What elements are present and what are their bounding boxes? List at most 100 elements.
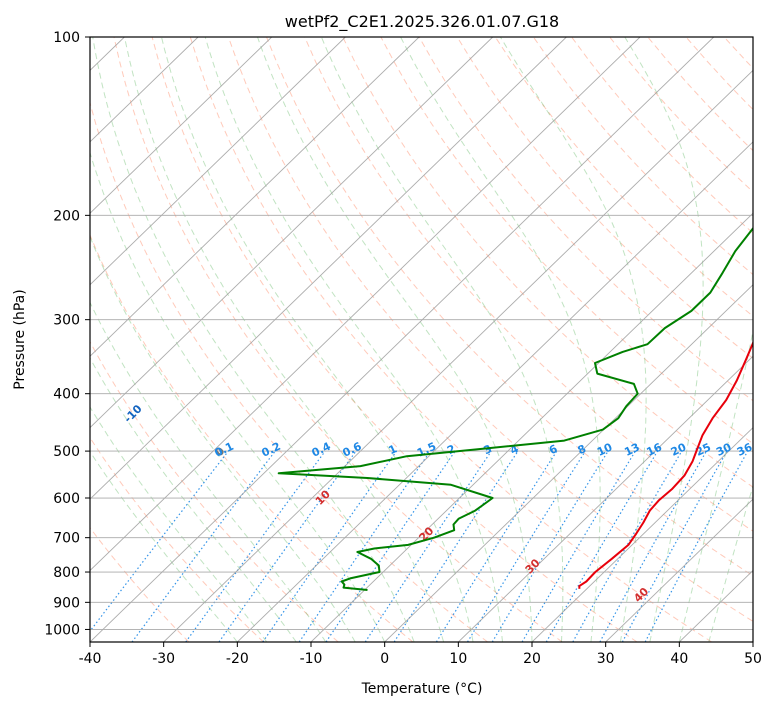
x-tick-label: -30 (152, 651, 175, 667)
dewpoint-line (277, 226, 753, 591)
moist-adiabat-line (708, 484, 753, 642)
mixing-ratio-line (298, 450, 431, 642)
moist-adiabat-line (204, 37, 503, 642)
chart-title: wetPf2_C2E1.2025.326.01.07.G18 (285, 12, 559, 32)
moist-adiabat-line (124, 37, 445, 642)
dry-adiabat-line (151, 37, 638, 642)
isotherm-line (90, 37, 199, 143)
dry-adiabat-line (609, 37, 753, 193)
dry-adiabat-line (90, 100, 488, 642)
isotherm-line (90, 37, 273, 214)
dry-adiabat-label: -10 (121, 402, 144, 425)
dry-adiabat-line (90, 526, 190, 642)
y-tick-label: 300 (53, 313, 80, 329)
mixing-ratio-line (599, 450, 708, 642)
isotherm-line (163, 69, 753, 642)
y-tick-label: 1000 (44, 622, 80, 638)
mixing-ratio-label: 2 (445, 442, 457, 457)
mixing-ratio-line (435, 450, 558, 642)
x-tick-label: 20 (523, 651, 541, 667)
mixing-ratio-line (545, 450, 659, 642)
mixing-ratio-label: 0.2 (260, 440, 283, 460)
x-tick-label: 50 (744, 651, 762, 667)
x-tick-label: 40 (670, 651, 688, 667)
mixing-ratio-line (644, 450, 749, 642)
mixing-ratio-line (218, 450, 357, 642)
x-tick-label: -40 (79, 651, 102, 667)
mixing-ratio-line (491, 450, 609, 642)
isopleth-labels: -100-90-80-70-60-50-40-30-20-10010203040… (42, 364, 755, 605)
dry-adiabat-line (90, 436, 264, 642)
x-tick-label: 0 (380, 651, 389, 667)
dry-adiabat-line (762, 37, 775, 642)
dry-adiabat-line (647, 37, 753, 152)
mixing-ratio-label: 3 (481, 442, 493, 457)
isotherm-line (310, 212, 753, 642)
mixing-ratio-label: 6 (547, 442, 560, 457)
mixing-ratio-line (621, 450, 728, 642)
mixing-ratio-label: 36 (735, 440, 755, 458)
moist-adiabat-line (90, 301, 327, 642)
mixing-ratio-line (90, 450, 229, 633)
moist-adiabat-line (678, 328, 753, 642)
axis-ticks: -40 -30 -20 -10 0 10 20 30 40 5010020030040050060… (44, 30, 762, 667)
mixing-ratio-line (364, 450, 492, 642)
mixing-ratio-line (262, 450, 398, 642)
temperature-line (578, 340, 753, 589)
y-tick-label: 700 (53, 531, 80, 547)
isotherm-line (752, 641, 753, 642)
mixing-ratio-line (393, 450, 519, 642)
mixing-ratio-label: 1 (387, 442, 399, 457)
isotherm-line (605, 498, 753, 642)
mixing-ratio-label: 10 (595, 440, 615, 458)
moist-adiabat-line (624, 37, 704, 642)
x-tick-label: 30 (597, 651, 615, 667)
mixing-ratio-label: 0.4 (310, 440, 333, 460)
x-tick-label: -20 (226, 651, 249, 667)
y-tick-label: 800 (53, 565, 80, 581)
dry-adiabat-line (342, 37, 753, 488)
x-tick-label: 10 (449, 651, 467, 667)
dry-adiabat-line (113, 37, 563, 642)
dry-adiabat-line (266, 37, 753, 577)
mixing-ratio-label: 16 (645, 440, 665, 458)
x-tick-label: -10 (300, 651, 323, 667)
moist-adiabat-line (90, 406, 268, 642)
moist-adiabat-line (400, 37, 601, 642)
dry-adiabat-line (456, 37, 753, 359)
moist-adiabat-line (90, 356, 297, 642)
background-lines (90, 37, 775, 642)
plot-frame (89, 36, 754, 643)
dry-adiabat-label: 10 (313, 487, 333, 507)
dry-adiabat-line (532, 37, 753, 276)
isotherm-line (237, 141, 753, 642)
isotherm-line (90, 37, 346, 286)
moist-adiabat-line (320, 37, 564, 642)
y-axis-label: Pressure (hPa) (12, 289, 28, 389)
isotherm-line (384, 284, 753, 642)
mixing-ratio-line (325, 450, 456, 642)
mixing-ratio-line (466, 450, 586, 642)
mixing-ratio-label: 1.5 (415, 440, 438, 460)
mixing-ratio-line (131, 450, 276, 642)
mixing-ratio-label: 0.6 (340, 440, 363, 460)
moist-adiabat-line (90, 235, 356, 642)
isotherm-line (90, 37, 420, 357)
y-tick-label: 100 (53, 30, 80, 46)
moist-adiabat-line (161, 37, 474, 642)
y-tick-label: 500 (53, 444, 80, 460)
dry-adiabat-label: -20 (42, 364, 65, 387)
isotherm-line (531, 427, 753, 642)
dry-adiabat-line (90, 340, 339, 642)
dry-adiabat-line (304, 37, 753, 532)
mixing-ratio-label: 30 (714, 440, 734, 458)
mixing-ratio-label: 0.1 (213, 440, 236, 460)
mixing-ratio-line (521, 450, 636, 642)
dry-adiabat-line (494, 37, 753, 317)
mixing-ratio-label: 13 (622, 441, 641, 459)
isotherm-line (458, 355, 753, 642)
isotherm-line (90, 37, 641, 572)
isotherm-line (90, 37, 715, 642)
